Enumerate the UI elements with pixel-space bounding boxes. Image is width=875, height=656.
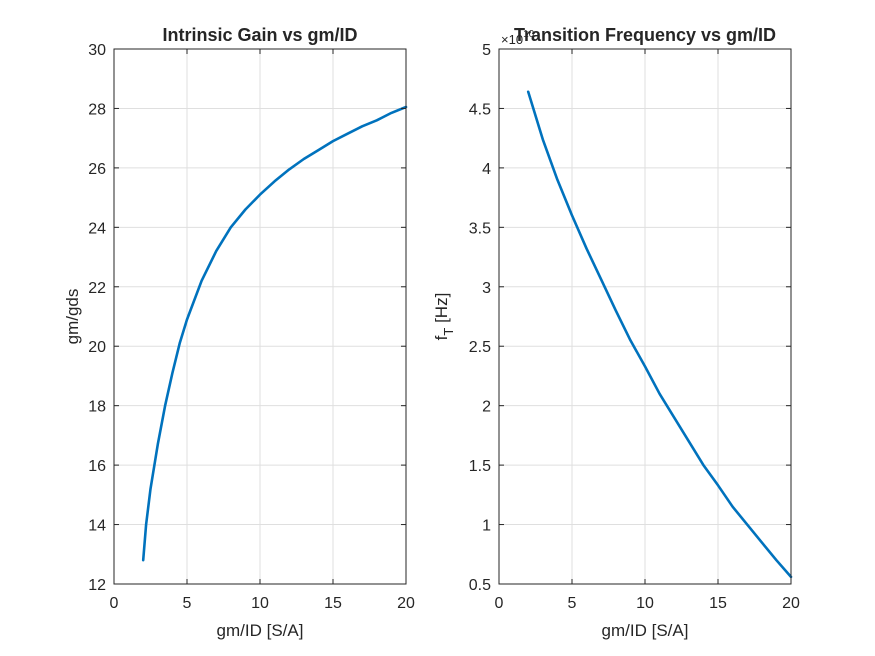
y-tick-label: 5	[482, 42, 491, 59]
x-tick-label: 15	[324, 595, 342, 612]
exponent-power: 10	[523, 29, 535, 40]
y-axis-exponent: ×1010	[501, 29, 535, 47]
y-tick-label: 20	[88, 339, 106, 356]
chart-title: Transition Frequency vs gm/ID	[514, 25, 776, 45]
x-tick-label: 20	[782, 595, 800, 612]
transition-frequency-plot: 0 5 10 15 200.511.522.533.544.55 ×1010 Trans…	[432, 25, 800, 640]
y-tick-label: 4.5	[469, 101, 491, 118]
y-tick-label: 26	[88, 161, 106, 178]
x-tick-label: 10	[636, 595, 654, 612]
curve-layer	[141, 105, 408, 562]
curve-layer	[526, 90, 793, 579]
y-label-unit: [Hz]	[432, 293, 451, 328]
y-tick-label: 14	[88, 518, 106, 535]
data-curve	[526, 90, 793, 579]
y-tick-label: 1.5	[469, 458, 491, 475]
y-tick-label: 1	[482, 518, 491, 535]
x-tick-label: 5	[568, 595, 577, 612]
y-tick-label: 30	[88, 42, 106, 59]
data-curve	[141, 105, 408, 562]
y-tick-label: 3	[482, 280, 491, 297]
x-tick-label: 15	[709, 595, 727, 612]
y-tick-label: 2.5	[469, 339, 491, 356]
y-label-subscript: T	[441, 328, 456, 336]
y-tick-label: 12	[88, 577, 106, 594]
x-tick-label: 20	[397, 595, 415, 612]
y-tick-label: 24	[88, 220, 106, 237]
exponent-base: ×10	[501, 32, 523, 47]
y-tick-label: 28	[88, 101, 106, 118]
y-tick-label: 18	[88, 399, 106, 416]
ticks: 0 5 10 15 20 12 14 16 18 20 22 24 26 28 30	[88, 42, 415, 612]
y-tick-label: 2	[482, 399, 491, 416]
x-tick-label: 0	[110, 595, 119, 612]
chart-title: Intrinsic Gain vs gm/ID	[162, 25, 357, 45]
x-tick-label: 10	[251, 595, 269, 612]
y-label-symbol: f	[432, 335, 451, 340]
x-tick-label: 0	[495, 595, 504, 612]
y-axis-label: gm/gds	[63, 289, 82, 345]
intrinsic-gain-plot: 0 5 10 15 20 12 14 16 18 20 22 24 26 28 30 Intrinsic G…	[63, 25, 415, 640]
y-tick-label: 22	[88, 280, 106, 297]
y-tick-label: 16	[88, 458, 106, 475]
y-tick-label: 3.5	[469, 220, 491, 237]
x-axis-label: gm/ID [S/A]	[217, 621, 304, 640]
y-axis-label: fT [Hz]	[432, 293, 456, 341]
x-tick-label: 5	[183, 595, 192, 612]
y-tick-label: 4	[482, 161, 491, 178]
y-tick-label: 0.5	[469, 577, 491, 594]
x-axis-label: gm/ID [S/A]	[602, 621, 689, 640]
ticks: 0 5 10 15 20 0.5 1 1.5 2 2.5 3 3.5 4 4.5 5	[469, 42, 800, 612]
